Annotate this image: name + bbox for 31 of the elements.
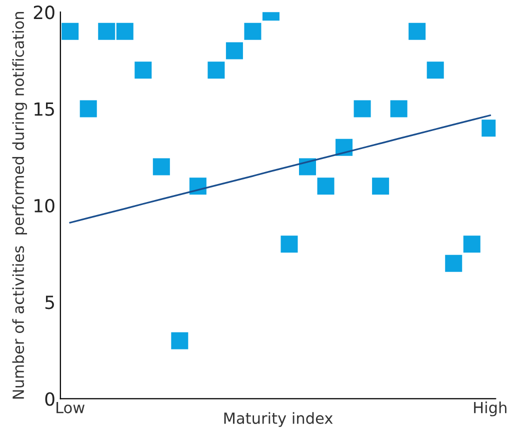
- point: [445, 254, 462, 272]
- point: [426, 62, 444, 79]
- y-tick-label: 10: [34, 198, 54, 213]
- y-tick-label: 0: [45, 392, 54, 406]
- point: [98, 22, 116, 40]
- y-axis-title: Number of activities performed during notification: [12, 12, 28, 399]
- x-tick-label: High: [474, 402, 506, 416]
- y-tick-label: 15: [34, 102, 54, 116]
- line-series: [69, 114, 491, 224]
- point: [171, 332, 188, 350]
- point: [354, 100, 371, 118]
- point: [62, 22, 79, 40]
- point: [299, 158, 316, 176]
- y-tick-label: 5: [45, 296, 54, 310]
- point: [280, 236, 298, 253]
- point: [116, 22, 134, 40]
- x-axis-title: Maturity index: [224, 412, 333, 427]
- point: [372, 178, 390, 195]
- point: [336, 138, 353, 156]
- point: [317, 178, 334, 195]
- point: [80, 100, 97, 118]
- point: [208, 62, 225, 79]
- x-tick-label: Low: [56, 402, 84, 414]
- point: [226, 42, 243, 60]
- point: [463, 236, 480, 253]
- y-tick-label: 20: [34, 6, 54, 20]
- point: [152, 158, 170, 176]
- point: [390, 100, 408, 118]
- point: [408, 22, 426, 40]
- point: [244, 22, 262, 40]
- point: [134, 62, 152, 79]
